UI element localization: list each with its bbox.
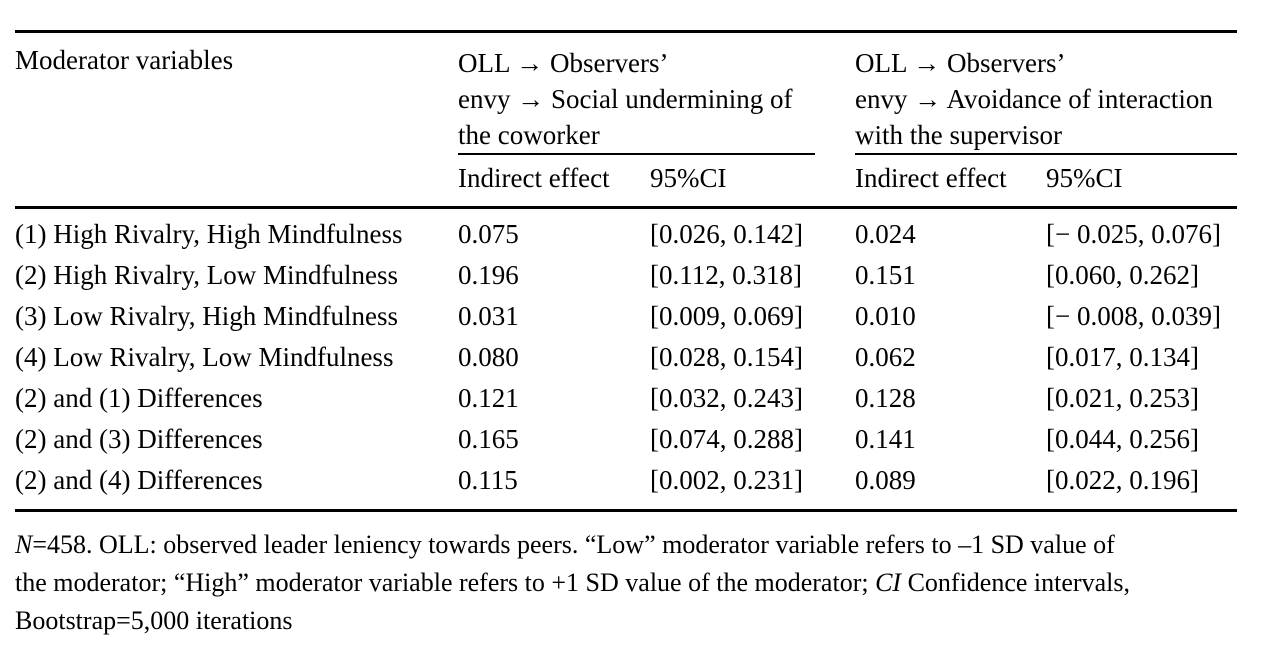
indirect-effect-value: 0.115 — [458, 465, 518, 495]
indirect-effect-value: 0.151 — [855, 260, 916, 290]
group1-header: OLL → Observers’ envy → Social undermini… — [458, 33, 847, 153]
table-row: (4) Low Rivalry, Low Mindfulness 0.080 [… — [15, 337, 1237, 378]
ci-value: [− 0.008, 0.039] — [1046, 301, 1221, 331]
ci-value: [0.044, 0.256] — [1046, 424, 1199, 454]
ci-value: [0.032, 0.243] — [650, 383, 803, 413]
indirect-effect-value: 0.062 — [855, 342, 916, 372]
spanner-rules — [15, 153, 1237, 155]
row-label: (2) High Rivalry, Low Mindfulness — [15, 260, 398, 290]
table-row: (3) Low Rivalry, High Mindfulness 0.031 … — [15, 296, 1237, 337]
table-row: (2) and (4) Differences 0.115 [0.002, 0.… — [15, 460, 1237, 501]
ci-value: [0.009, 0.069] — [650, 301, 803, 331]
group1-header-line1: OLL → Observers’ — [458, 48, 669, 78]
indirect-effect-value: 0.141 — [855, 424, 916, 454]
table-row: (1) High Rivalry, High Mindfulness 0.075… — [15, 214, 1237, 255]
indirect-effect-value: 0.024 — [855, 219, 916, 249]
subheader-row: Indirect effect 95%CI Indirect effect 95… — [15, 155, 1237, 206]
ci-value: [0.060, 0.262] — [1046, 260, 1199, 290]
group2-header-line2: envy → Avoidance of interaction — [855, 84, 1213, 114]
group2-indirect-effect-header: Indirect effect — [855, 163, 1007, 193]
group2-header-line3: with the supervisor — [855, 120, 1062, 150]
row-label: (1) High Rivalry, High Mindfulness — [15, 219, 403, 249]
group2-spanner-rule — [855, 153, 1237, 155]
group1-spanner-rule — [458, 153, 815, 155]
table-footnote: N=458. OLL: observed leader leniency tow… — [15, 526, 1237, 640]
ci-value: [0.021, 0.253] — [1046, 383, 1199, 413]
table-body: (1) High Rivalry, High Mindfulness 0.075… — [15, 209, 1237, 509]
table-bottom-rule — [15, 509, 1237, 512]
indirect-effect-value: 0.075 — [458, 219, 519, 249]
table-header-row: Moderator variables OLL → Observers’ env… — [15, 33, 1237, 153]
ci-value: [0.074, 0.288] — [650, 424, 803, 454]
ci-value: [0.017, 0.134] — [1046, 342, 1199, 372]
footnote-n-symbol: N — [15, 530, 33, 559]
group1-ci-header: 95%CI — [650, 163, 727, 193]
group1-indirect-effect-header: Indirect effect — [458, 163, 610, 193]
table-mid-rule — [15, 206, 1237, 209]
indirect-effect-value: 0.196 — [458, 260, 519, 290]
table-row: (2) High Rivalry, Low Mindfulness 0.196 … — [15, 255, 1237, 296]
group1-header-line3: the coworker — [458, 120, 600, 150]
table-top-rule — [15, 30, 1237, 33]
footnote-line-3: Bootstrap=5,000 iterations — [15, 606, 293, 635]
indirect-effect-value: 0.010 — [855, 301, 916, 331]
row-label: (4) Low Rivalry, Low Mindfulness — [15, 342, 394, 372]
row-label: (3) Low Rivalry, High Mindfulness — [15, 301, 398, 331]
indirect-effect-value: 0.031 — [458, 301, 519, 331]
footnote-line-2-post: Confidence intervals, — [901, 568, 1130, 597]
group2-header-line1: OLL → Observers’ — [855, 48, 1066, 78]
indirect-effect-value: 0.089 — [855, 465, 916, 495]
indirect-effect-value: 0.128 — [855, 383, 916, 413]
group1-header-line2: envy → Social undermining of — [458, 84, 793, 114]
row-label: (2) and (1) Differences — [15, 383, 263, 413]
ci-value: [0.112, 0.318] — [650, 260, 802, 290]
group2-ci-header: 95%CI — [1046, 163, 1123, 193]
indirect-effect-value: 0.165 — [458, 424, 519, 454]
footnote-line-1-text: =458. OLL: observed leader leniency towa… — [32, 530, 1115, 559]
row-label: (2) and (3) Differences — [15, 424, 263, 454]
row-label: (2) and (4) Differences — [15, 465, 263, 495]
footnote-line-2: the moderator; “High” moderator variable… — [15, 564, 1237, 602]
group2-header: OLL → Observers’ envy → Avoidance of int… — [855, 33, 1237, 153]
table-row: (2) and (1) Differences 0.121 [0.032, 0.… — [15, 378, 1237, 419]
indirect-effect-value: 0.080 — [458, 342, 519, 372]
table-row: (2) and (3) Differences 0.165 [0.074, 0.… — [15, 419, 1237, 460]
ci-value: [0.028, 0.154] — [650, 342, 803, 372]
footnote-line-1: N=458. OLL: observed leader leniency tow… — [15, 526, 1237, 564]
stub-column-header: Moderator variables — [15, 45, 234, 75]
moderated-mediation-table: Moderator variables OLL → Observers’ env… — [15, 30, 1237, 640]
ci-value: [− 0.025, 0.076] — [1046, 219, 1221, 249]
ci-value: [0.026, 0.142] — [650, 219, 803, 249]
footnote-ci-symbol: CI — [875, 568, 902, 597]
ci-value: [0.022, 0.196] — [1046, 465, 1199, 495]
footnote-line-2-pre: the moderator; “High” moderator variable… — [15, 568, 876, 597]
ci-value: [0.002, 0.231] — [650, 465, 803, 495]
indirect-effect-value: 0.121 — [458, 383, 519, 413]
